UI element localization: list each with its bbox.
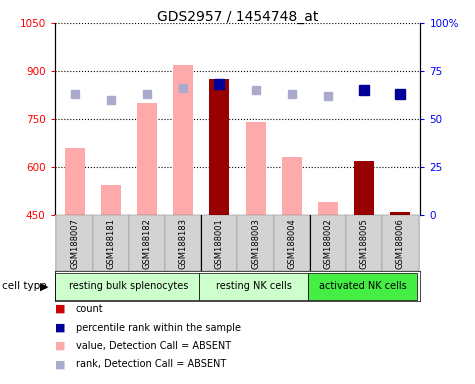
Text: percentile rank within the sample: percentile rank within the sample — [76, 323, 241, 333]
Text: GSM188004: GSM188004 — [287, 218, 296, 268]
Bar — [354, 161, 374, 215]
FancyBboxPatch shape — [129, 215, 165, 271]
Bar — [246, 122, 266, 215]
Bar — [390, 212, 410, 215]
Text: GSM188183: GSM188183 — [179, 218, 188, 269]
FancyBboxPatch shape — [238, 215, 274, 271]
FancyBboxPatch shape — [382, 215, 418, 271]
FancyBboxPatch shape — [201, 215, 238, 271]
Text: GSM188001: GSM188001 — [215, 218, 224, 268]
Bar — [209, 79, 229, 215]
Text: GSM188007: GSM188007 — [70, 218, 79, 269]
FancyBboxPatch shape — [308, 273, 417, 300]
Text: resting NK cells: resting NK cells — [216, 281, 292, 291]
Text: ■: ■ — [55, 341, 65, 351]
Text: ■: ■ — [55, 304, 65, 314]
Text: value, Detection Call = ABSENT: value, Detection Call = ABSENT — [76, 341, 231, 351]
FancyBboxPatch shape — [55, 273, 200, 300]
FancyBboxPatch shape — [310, 215, 346, 271]
Bar — [173, 65, 193, 215]
FancyBboxPatch shape — [346, 215, 382, 271]
Text: ■: ■ — [55, 323, 65, 333]
Text: GSM188005: GSM188005 — [360, 218, 369, 268]
FancyBboxPatch shape — [200, 273, 308, 300]
Bar — [282, 157, 302, 215]
FancyBboxPatch shape — [165, 215, 201, 271]
Text: GSM188006: GSM188006 — [396, 218, 405, 269]
Text: GDS2957 / 1454748_at: GDS2957 / 1454748_at — [157, 10, 318, 23]
Text: ▶: ▶ — [40, 281, 48, 291]
Bar — [101, 185, 121, 215]
Bar — [137, 103, 157, 215]
FancyBboxPatch shape — [57, 215, 93, 271]
Text: rank, Detection Call = ABSENT: rank, Detection Call = ABSENT — [76, 359, 226, 369]
Text: GSM188002: GSM188002 — [323, 218, 332, 268]
Text: resting bulk splenocytes: resting bulk splenocytes — [69, 281, 189, 291]
Text: ■: ■ — [55, 359, 65, 369]
Bar — [318, 202, 338, 215]
Text: cell type: cell type — [2, 281, 47, 291]
FancyBboxPatch shape — [274, 215, 310, 271]
Text: GSM188181: GSM188181 — [106, 218, 115, 269]
Text: activated NK cells: activated NK cells — [319, 281, 406, 291]
Text: count: count — [76, 304, 104, 314]
Text: GSM188182: GSM188182 — [142, 218, 152, 269]
Bar — [65, 148, 85, 215]
Text: GSM188003: GSM188003 — [251, 218, 260, 269]
FancyBboxPatch shape — [93, 215, 129, 271]
